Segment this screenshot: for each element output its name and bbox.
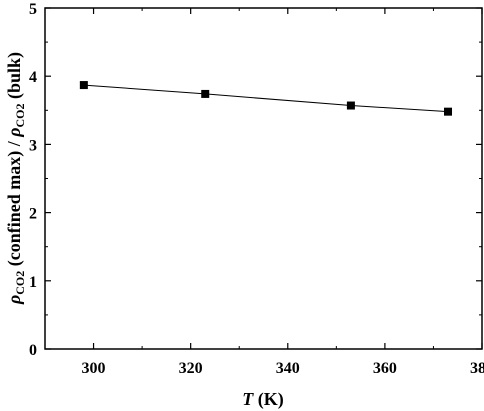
y-tick-label: 4 [29, 69, 37, 86]
y-axis-title-middle: (confined max) / [4, 137, 25, 271]
data-point [79, 81, 88, 90]
y-tick-label: 0 [29, 342, 37, 359]
x-tick-label: 340 [276, 360, 300, 377]
series-line [83, 84, 449, 113]
y-tick-label: 5 [29, 1, 37, 18]
data-points [79, 81, 453, 116]
y-tick-label: 3 [29, 137, 37, 154]
y-axis-title: ρCO2 (confined max) / ρCO2 (bulk) [4, 52, 27, 305]
x-axis-title-symbol: T [242, 389, 254, 409]
y-axis-title-rho-2: ρ [4, 127, 24, 137]
data-point [444, 107, 453, 116]
y-tick-label: 2 [29, 206, 37, 223]
y-axis-title-subscript: CO2 [13, 271, 27, 295]
x-tick-label: 380 [470, 360, 484, 377]
y-axis-title-end: (bulk) [4, 52, 25, 104]
data-point [346, 101, 355, 110]
x-axis-title-unit: (K) [253, 389, 284, 410]
tick-labels: 300 320 340 360 380 0 1 2 3 4 5 [29, 1, 484, 377]
x-axis-title: T (K) [242, 389, 284, 410]
plot-frame [44, 7, 483, 350]
y-axis-title-rho: ρ [4, 295, 24, 305]
y-tick-label: 1 [29, 274, 37, 291]
data-point [201, 89, 210, 98]
x-tick-label: 300 [82, 360, 106, 377]
x-tick-label: 360 [373, 360, 397, 377]
x-tick-label: 320 [179, 360, 203, 377]
y-axis-title-subscript-2: CO2 [13, 103, 27, 127]
axis-ticks [45, 7, 483, 350]
